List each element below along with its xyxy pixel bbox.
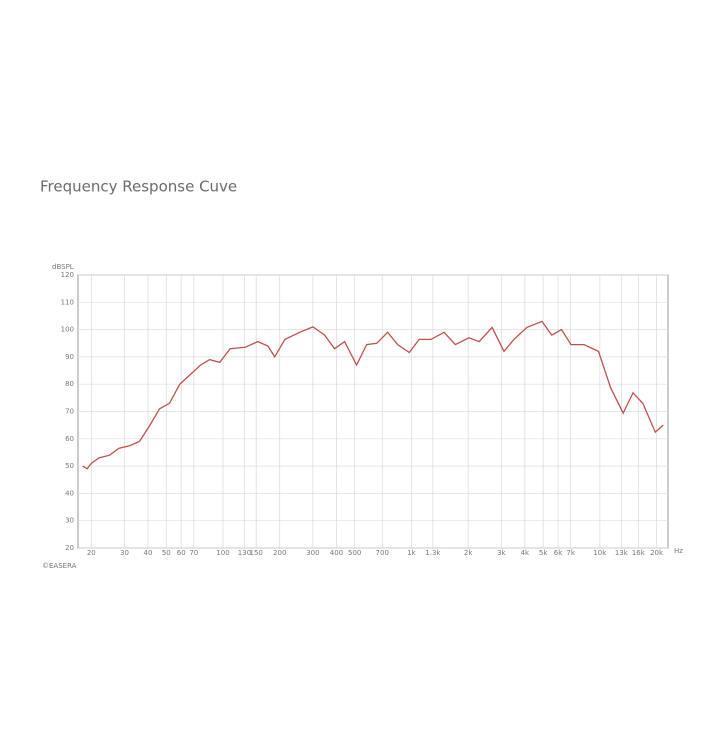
x-tick-label: 20	[87, 549, 96, 557]
x-tick-label: 30	[120, 549, 129, 557]
y-tick-label: 100	[61, 326, 74, 334]
y-tick-label: 110	[61, 298, 74, 306]
y-tick-label: 30	[65, 517, 74, 525]
response-curve	[82, 320, 664, 470]
x-axis-label: Hz	[674, 547, 683, 555]
y-tick-label: 40	[65, 489, 74, 497]
x-tick-label: 4k	[521, 549, 530, 557]
y-axis-label: dBSPL	[52, 263, 74, 271]
chart-title: Frequency Response Cuve	[40, 178, 237, 196]
footer: ©EASERA	[42, 562, 77, 570]
x-tick-label: 50	[162, 549, 171, 557]
x-tick-label: 60	[177, 549, 186, 557]
x-tick-label: 400	[330, 549, 343, 557]
x-tick-label: 130	[238, 549, 251, 557]
x-tick-label: 100	[216, 549, 229, 557]
y-tick-label: 80	[65, 380, 74, 388]
x-tick-label: 40	[144, 549, 153, 557]
x-tick-label: 300	[306, 549, 319, 557]
x-tick-label: 13k	[615, 549, 629, 557]
x-tick-label: 10k	[593, 549, 607, 557]
x-tick-label: 7k	[566, 549, 575, 557]
y-tick-label: 20	[65, 544, 74, 552]
x-tick-label: 700	[376, 549, 389, 557]
y-tick-label: 60	[65, 435, 74, 443]
y-tick-label: 90	[65, 353, 74, 361]
x-tick-label: 3k	[497, 549, 506, 557]
x-tick-label: 5k	[539, 549, 548, 557]
x-tick-label: 2k	[464, 549, 473, 557]
y-tick-label: 120	[61, 271, 74, 279]
x-tick-label: 150	[249, 549, 262, 557]
x-tick-label: 1k	[407, 549, 416, 557]
y-tick-label: 70	[65, 408, 74, 416]
x-tick-label: 16k	[632, 549, 646, 557]
y-tick-label: 50	[65, 462, 74, 470]
x-tick-label: 70	[189, 549, 198, 557]
x-tick-label: 20k	[650, 549, 664, 557]
x-tick-label: 500	[348, 549, 361, 557]
x-tick-label: 6k	[554, 549, 563, 557]
x-tick-label: 1.3k	[425, 549, 441, 557]
x-tick-label: 200	[273, 549, 286, 557]
